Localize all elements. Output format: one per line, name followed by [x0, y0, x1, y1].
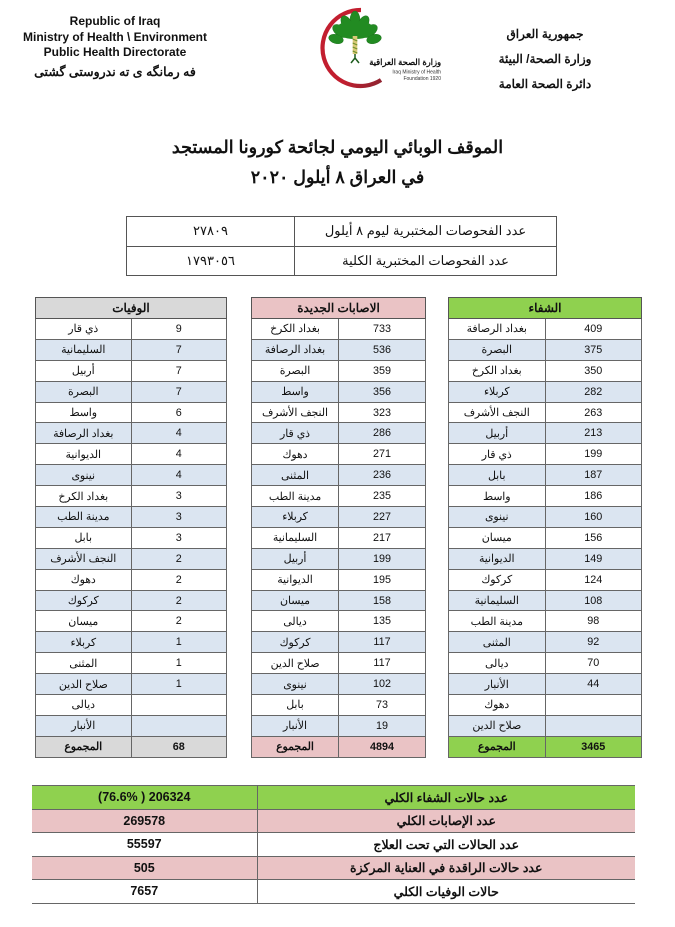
svg-text:Iraq Ministry of Health: Iraq Ministry of Health: [392, 70, 441, 76]
svg-text:وزارة الصحة العراقية: وزارة الصحة العراقية: [369, 57, 441, 68]
svg-text:Foundation 1920: Foundation 1920: [403, 76, 441, 82]
